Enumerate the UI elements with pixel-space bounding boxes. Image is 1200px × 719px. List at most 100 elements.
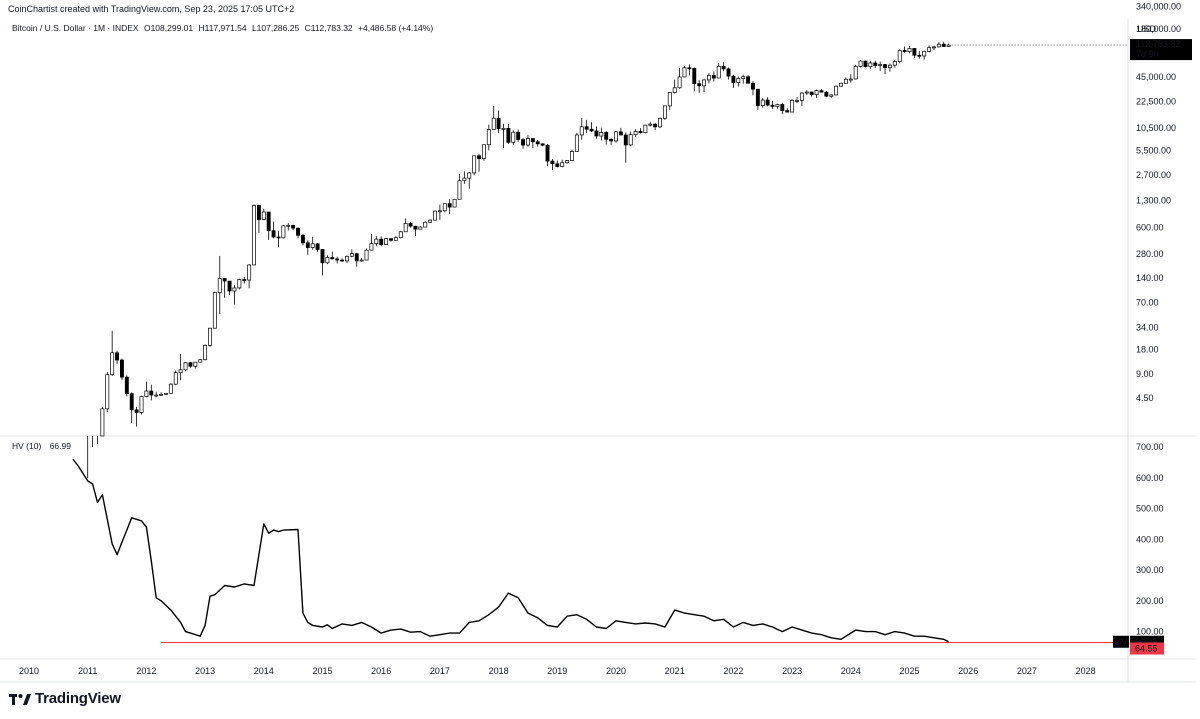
candle-body: [100, 408, 105, 437]
candle-body: [198, 359, 203, 363]
candle-body: [506, 128, 511, 143]
hv-tick-label: 200.00: [1136, 596, 1164, 606]
candle-body: [242, 279, 247, 281]
candle-body: [467, 172, 472, 179]
time-tick-label: 2026: [958, 666, 978, 676]
candle-body: [296, 227, 300, 236]
ohlc-open: O108,299.01: [143, 23, 194, 33]
price-tick-label: 2,700.00: [1136, 170, 1171, 180]
candle-body: [115, 352, 119, 361]
candle-body: [574, 134, 579, 152]
candle-body: [755, 88, 760, 106]
price-tick-label: 5,500.00: [1136, 145, 1171, 155]
candle-body: [799, 92, 804, 101]
ohlc-low: L107,286.25: [251, 23, 300, 33]
candle-body: [535, 141, 540, 145]
time-tick-label: 2024: [841, 666, 861, 676]
candle-body: [638, 131, 643, 133]
candle-body: [819, 90, 824, 93]
candle-body: [525, 138, 530, 146]
candle-body: [804, 91, 809, 94]
candle-body: [839, 82, 843, 87]
time-tick-label: 2019: [547, 666, 567, 676]
hv-tick-label: 600.00: [1136, 473, 1164, 483]
candle-body: [648, 123, 653, 126]
candle-body: [677, 76, 682, 89]
candle-body: [486, 129, 491, 146]
candle-body: [398, 231, 403, 239]
candle-body: [609, 138, 614, 142]
time-tick-label: 2023: [782, 666, 802, 676]
candle-body: [658, 117, 662, 128]
ohlc-change: +4,486.58 (+4.14%): [358, 23, 434, 33]
candle-body: [325, 257, 330, 264]
candle-body: [809, 91, 814, 95]
candle-body: [305, 242, 310, 248]
time-tick-label: 2028: [1076, 666, 1096, 676]
candle-body: [614, 131, 618, 142]
candle-body: [271, 230, 276, 238]
candle-body: [760, 99, 765, 106]
candle-body: [711, 75, 716, 79]
time-tick-label: 2021: [665, 666, 685, 676]
time-tick-label: 2018: [489, 666, 509, 676]
price-tick-label: 18.00: [1136, 345, 1159, 355]
candle-body: [751, 82, 755, 90]
hv-indicator-legend[interactable]: HV (10) 66.99: [12, 441, 77, 451]
time-tick-label: 2014: [254, 666, 274, 676]
candle-body: [917, 54, 922, 57]
candle-body: [878, 64, 883, 66]
symbol-name[interactable]: Bitcoin / U.S. Dollar · 1M · INDEX: [12, 23, 139, 33]
candle-body: [829, 94, 834, 97]
pane-dividers: [0, 18, 1196, 683]
hv-line: [72, 458, 949, 643]
price-tick-label: 4.50: [1136, 393, 1154, 403]
candle-body: [447, 203, 452, 208]
candle-body: [633, 131, 638, 135]
ohlc-high: H117,971.54: [198, 23, 247, 33]
candle-body: [628, 134, 633, 146]
hv-tag-label: HV: [1115, 637, 1128, 647]
time-tick-label: 2016: [371, 666, 391, 676]
candle-body: [721, 65, 726, 70]
candle-body: [379, 238, 384, 245]
candle-body: [706, 75, 711, 81]
candle-body: [936, 43, 941, 48]
candle-body: [144, 390, 149, 397]
candle-body: [222, 278, 227, 282]
candle-body: [227, 280, 232, 292]
candle-body: [682, 67, 687, 78]
time-tick-label: 2017: [430, 666, 450, 676]
candle-body: [555, 163, 560, 167]
price-badge-countdown: 7d 9h: [1136, 49, 1159, 59]
candle-body: [389, 238, 393, 241]
candle-body: [731, 75, 736, 83]
time-tick-label: 2025: [899, 666, 919, 676]
tradingview-logo[interactable]: TradingView: [9, 690, 121, 707]
candle-body: [452, 198, 457, 208]
symbol-info-line: Bitcoin / U.S. Dollar · 1M · INDEX O108,…: [12, 23, 436, 33]
time-tick-label: 2020: [606, 666, 626, 676]
candle-body: [545, 144, 550, 162]
candle-body: [702, 79, 707, 87]
candle-body: [281, 225, 286, 239]
candle-body: [105, 374, 110, 410]
candle-body: [212, 292, 217, 329]
candle-body: [252, 205, 256, 266]
candle-body: [139, 396, 144, 413]
hv-line-badge: [1130, 642, 1164, 655]
candle-body: [349, 253, 354, 257]
hv-indicator-value: 66.99: [49, 441, 71, 451]
candle-body: [873, 62, 878, 66]
candle-body: [481, 144, 486, 159]
candle-body: [354, 253, 359, 262]
candle-body: [623, 134, 628, 146]
time-axis: 2010 2011 2012 2013 2014 2015 2016 2017 2018 2019…: [19, 666, 1096, 676]
hv-line-badge-text: 64.55: [1135, 644, 1158, 654]
candle-body: [437, 210, 442, 213]
candle-body: [941, 43, 946, 47]
candle-body: [149, 390, 154, 396]
candle-body: [457, 180, 462, 200]
candle-body: [193, 361, 198, 367]
